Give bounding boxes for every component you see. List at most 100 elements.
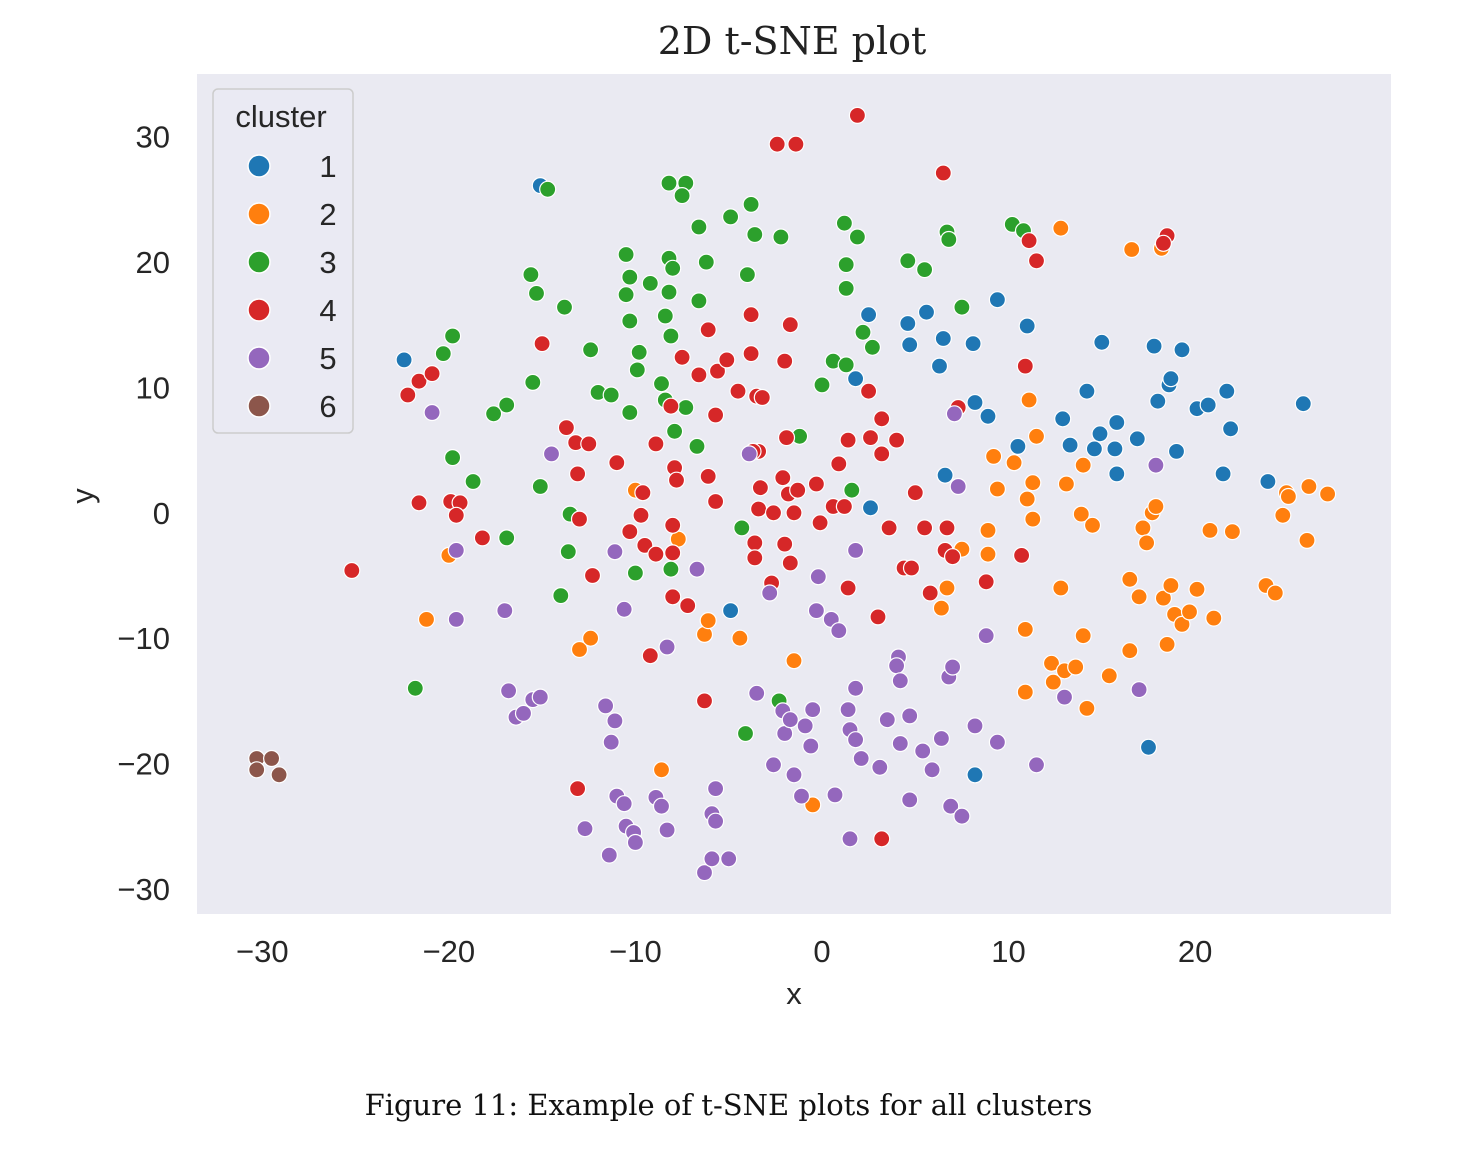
point-cluster-4 [764,504,783,522]
point-cluster-4 [753,388,771,407]
point-cluster-2 [1158,635,1176,654]
point-cluster-5 [932,729,951,748]
point-cluster-3 [673,187,691,205]
point-cluster-4 [789,481,807,499]
point-cluster-2 [1044,673,1062,691]
point-cluster-1 [1214,465,1232,483]
point-cluster-3 [524,373,542,391]
point-cluster-4 [664,516,682,534]
point-cluster-2 [1137,534,1156,552]
point-cluster-3 [843,481,861,499]
point-cluster-2 [1130,588,1148,606]
point-cluster-3 [406,679,424,697]
point-cluster-2 [1052,579,1070,597]
point-cluster-4 [915,519,934,537]
point-cluster-3 [837,279,855,297]
point-cluster-2 [1024,510,1042,528]
point-cluster-4 [695,692,714,710]
point-cluster-4 [1154,234,1173,252]
point-cluster-3 [690,218,708,236]
point-cluster-3 [664,259,682,277]
point-cluster-2 [1074,627,1092,645]
point-cluster-4 [647,545,665,563]
point-cluster-2 [570,640,589,659]
point-cluster-2 [1016,620,1034,639]
point-cluster-4 [873,445,891,463]
point-cluster-5 [781,711,799,729]
legend-label-cluster-1: 1 [319,149,336,184]
point-cluster-4 [632,506,650,524]
point-cluster-1 [1167,442,1186,460]
point-cluster-2 [1018,490,1036,508]
point-cluster-5 [809,568,827,586]
point-cluster-3 [899,252,917,270]
point-cluster-1 [1009,437,1027,455]
point-cluster-1 [1128,430,1146,448]
point-cluster-4 [568,465,587,483]
point-cluster-3 [848,228,867,246]
point-cluster-2 [1083,516,1102,534]
point-cluster-2 [1180,603,1199,621]
point-cluster-4 [859,382,878,400]
y-tick-label: 20 [136,245,170,280]
point-cluster-1 [1078,382,1096,400]
point-cluster-3 [690,292,708,310]
point-cluster-5 [901,791,919,809]
point-cluster-1 [1218,382,1236,400]
point-cluster-3 [444,449,462,467]
point-cluster-4 [869,608,887,626]
point-cluster-3 [444,327,462,345]
point-cluster-5 [977,627,995,645]
point-cluster-2 [699,611,717,630]
point-cluster-4 [1027,252,1046,270]
legend-marker-cluster-5 [247,346,271,370]
point-cluster-5 [615,795,633,813]
x-tick-label: 20 [1178,934,1212,969]
point-cluster-5 [871,758,889,776]
point-cluster-5 [796,717,814,735]
point-cluster-5 [852,749,870,768]
point-cluster-2 [652,761,671,779]
point-cluster-5 [953,807,971,825]
point-cluster-5 [1147,456,1165,474]
point-cluster-4 [729,382,747,400]
point-cluster-1 [901,336,919,354]
point-cluster-5 [706,779,725,798]
point-cluster-2 [1042,654,1061,672]
point-cluster-2 [1100,667,1118,685]
point-cluster-4 [742,345,760,363]
point-cluster-1 [859,306,878,324]
point-cluster-2 [932,599,951,617]
point-cluster-2 [1121,642,1139,660]
point-cluster-2 [988,480,1007,498]
point-cluster-3 [660,174,678,192]
point-cluster-2 [1205,609,1223,627]
legend-marker-cluster-6 [247,394,271,418]
point-cluster-4 [699,467,717,485]
point-cluster-3 [464,472,482,491]
point-cluster-5 [966,717,984,735]
point-cluster-4 [807,475,826,493]
legend-label-cluster-2: 2 [319,197,336,232]
point-cluster-1 [1085,440,1104,458]
point-cluster-4 [781,316,799,334]
y-tick-label: −30 [117,872,170,907]
point-cluster-5 [447,610,465,629]
point-cluster-5 [447,541,465,560]
point-cluster-3 [626,564,645,582]
point-cluster-4 [873,410,891,428]
point-cluster-2 [1121,570,1139,588]
point-cluster-4 [423,365,441,383]
point-cluster-4 [673,348,691,366]
point-cluster-2 [1298,531,1316,550]
point-cluster-4 [447,506,465,524]
point-cluster-1 [964,335,982,353]
point-cluster-4 [679,596,697,615]
x-tick-label: 0 [813,934,830,969]
point-cluster-4 [830,455,848,473]
point-cluster-2 [1074,456,1092,474]
point-cluster-4 [410,372,428,390]
point-cluster-4 [746,549,764,567]
point-cluster-3 [434,345,452,363]
